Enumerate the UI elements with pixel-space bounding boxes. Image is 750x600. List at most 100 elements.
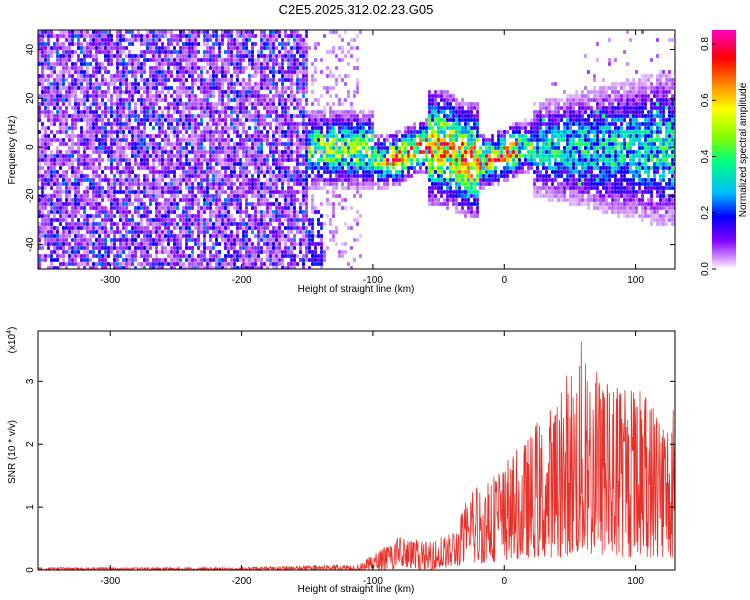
spectrogram-cell — [173, 210, 176, 214]
spectrogram-cell — [248, 250, 251, 254]
spectrogram-cell — [188, 118, 191, 122]
spectrogram-cell — [236, 242, 239, 246]
spectrogram-cell — [353, 162, 356, 166]
spectrogram-cell — [140, 218, 143, 222]
spectrogram-cell — [104, 78, 107, 82]
spectrogram-cell — [50, 158, 53, 162]
spectrogram-cell — [260, 42, 263, 46]
spectrogram-cell — [152, 46, 155, 50]
spectrogram-cell — [59, 150, 62, 154]
spectrogram-cell — [41, 38, 44, 42]
spectrogram-cell — [206, 42, 209, 46]
spectrogram-cell — [113, 198, 116, 202]
spectrogram-cell — [47, 34, 50, 38]
spectrogram-cell — [212, 230, 215, 234]
spectrogram-cell — [140, 238, 143, 242]
spectrogram-cell — [113, 246, 116, 250]
spectrogram-cell — [128, 178, 131, 182]
spectrogram-cell — [110, 194, 113, 198]
spectrogram-cell — [146, 262, 149, 266]
spectrogram-cell — [65, 50, 68, 54]
spectrogram-cell — [134, 174, 137, 178]
spectrogram-cell — [164, 202, 167, 206]
spectrogram-cell — [140, 106, 143, 110]
spectrogram-cell — [314, 134, 317, 138]
spectrogram-cell — [290, 222, 293, 226]
spectrogram-cell — [224, 262, 227, 266]
spectrogram-cell — [287, 118, 290, 122]
spectrogram-cell — [59, 254, 62, 258]
spectrogram-cell — [131, 182, 134, 186]
spectrogram-cell — [83, 158, 86, 162]
spectrogram-cell — [176, 58, 179, 62]
spectrogram-cell — [155, 102, 158, 106]
spectrogram-cell — [107, 146, 110, 150]
spectrogram-cell — [269, 166, 272, 170]
spectrogram-cell — [236, 210, 239, 214]
spectrogram-cell — [311, 242, 314, 246]
spectrogram-cell — [179, 186, 182, 190]
spectrogram-cell — [38, 114, 41, 118]
spectrogram-cell — [344, 110, 347, 114]
spectrogram-cell — [98, 238, 101, 242]
spectrogram-cell — [185, 194, 188, 198]
spectrogram-cell — [107, 158, 110, 162]
spectrogram-cell — [77, 178, 80, 182]
spectrogram-cell — [116, 246, 119, 250]
spectrogram-cell — [59, 238, 62, 242]
spectrogram-cell — [296, 138, 299, 142]
spectrogram-cell — [92, 66, 95, 70]
spectrogram-cell — [131, 142, 134, 146]
spectrogram-cell — [290, 82, 293, 86]
spectrogram-cell — [314, 178, 317, 182]
spectrogram-cell — [65, 170, 68, 174]
spectrogram-cell — [140, 94, 143, 98]
spectrogram-cell — [38, 46, 41, 50]
spectrogram-cell — [383, 186, 386, 190]
spectrogram-cell — [191, 38, 194, 42]
spectrogram-cell — [146, 58, 149, 62]
spectrogram-cell — [53, 114, 56, 118]
spectrogram-cell — [146, 114, 149, 118]
spectrogram-cell — [260, 130, 263, 134]
spectrogram-cell — [77, 202, 80, 206]
spectrogram-cell — [77, 262, 80, 266]
spectrogram-cell — [77, 42, 80, 46]
spectrogram-cell — [314, 138, 317, 142]
spectrogram-cell — [257, 122, 260, 126]
spectrogram-cell — [212, 266, 215, 269]
spectrogram-cell — [323, 258, 326, 262]
spectrogram-cell — [332, 134, 335, 138]
spectrogram-cell — [209, 214, 212, 218]
spectrogram-cell — [305, 146, 308, 150]
spectrogram-cell — [95, 74, 98, 78]
spectrogram-cell — [221, 106, 224, 110]
spectrogram-cell — [251, 174, 254, 178]
spectrogram-cell — [110, 238, 113, 242]
spectrogram-cell — [122, 170, 125, 174]
spectrogram-cell — [272, 118, 275, 122]
spectrogram-cell — [344, 242, 347, 246]
spectrogram-cell — [275, 190, 278, 194]
spectrogram-cell — [155, 94, 158, 98]
spectrogram-cell — [299, 134, 302, 138]
spectrogram-cell — [275, 70, 278, 74]
spectrogram-cell — [197, 218, 200, 222]
spectrogram-cell — [173, 250, 176, 254]
spectrogram-cell — [53, 170, 56, 174]
spectrogram-cell — [128, 222, 131, 226]
spectrogram-cell — [254, 182, 257, 186]
spectrogram-cell — [47, 178, 50, 182]
spectrogram-cell — [212, 182, 215, 186]
spectrogram-cell — [371, 126, 374, 130]
spectrogram-cell — [239, 210, 242, 214]
spectrogram-cell — [290, 70, 293, 74]
spectrogram-cell — [215, 250, 218, 254]
spectrogram-cell — [287, 74, 290, 78]
spectrogram-cell — [185, 70, 188, 74]
spectrogram-cell — [143, 142, 146, 146]
spectrogram-cell — [269, 238, 272, 242]
spectrogram-cell — [284, 146, 287, 150]
spectrogram-cell — [86, 118, 89, 122]
spectrogram-cell — [83, 118, 86, 122]
